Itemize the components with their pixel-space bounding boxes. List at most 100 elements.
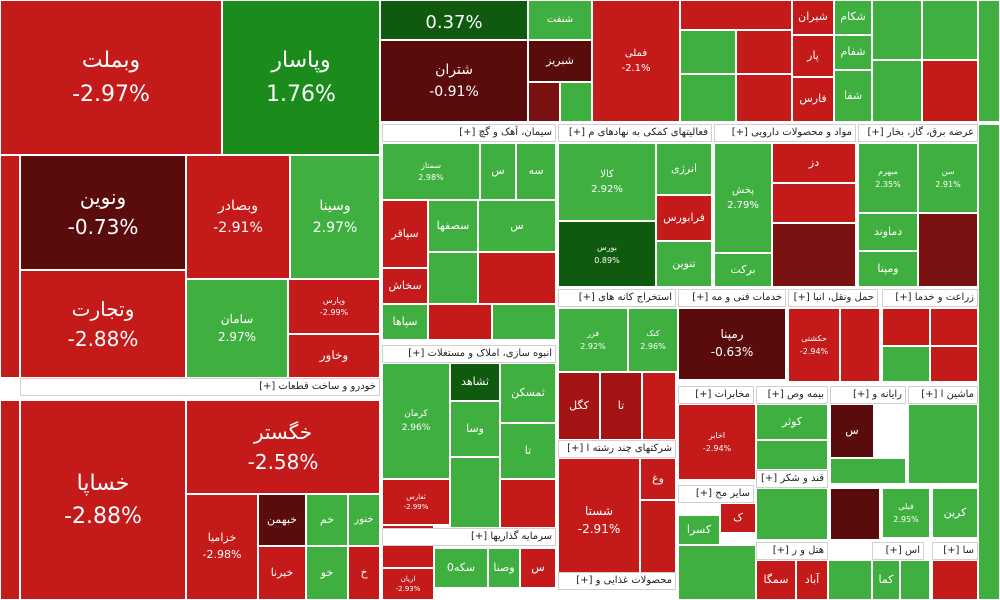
treemap-filler-tile[interactable]: [450, 457, 500, 528]
expand-icon[interactable]: [+]: [760, 473, 781, 484]
treemap-tile[interactable]: کوثر: [756, 404, 828, 440]
treemap-tile[interactable]: دز: [772, 143, 856, 183]
treemap-filler-tile[interactable]: [640, 500, 676, 584]
treemap-tile[interactable]: ومپنا: [858, 251, 918, 287]
treemap-tile[interactable]: س: [830, 404, 874, 458]
treemap-filler-tile[interactable]: [930, 308, 978, 346]
treemap-tile[interactable]: دماوند: [858, 213, 918, 251]
treemap-tile[interactable]: فزر 2.92%: [558, 308, 628, 372]
treemap-filler-tile[interactable]: [680, 74, 736, 122]
expand-icon[interactable]: [+]: [568, 127, 589, 138]
sector-header[interactable]: خودرو و ساخت قطعات [+]: [20, 378, 380, 396]
treemap-filler-tile[interactable]: [908, 404, 978, 484]
treemap-tile[interactable]: شیران: [792, 0, 834, 35]
treemap-filler-tile[interactable]: [772, 223, 856, 287]
sector-header[interactable]: عرضه برق، گاز، بخار [+]: [858, 124, 978, 142]
treemap-tile[interactable]: س: [520, 548, 556, 588]
sector-header[interactable]: بیمه وص [+]: [756, 386, 828, 404]
treemap-tile[interactable]: ک: [720, 503, 756, 533]
sector-header[interactable]: مخابرات [+]: [678, 386, 754, 404]
treemap-tile[interactable]: شفام: [834, 35, 872, 70]
treemap-tile[interactable]: کگل: [558, 372, 600, 440]
treemap-tile[interactable]: فرابورس: [656, 195, 712, 241]
expand-icon[interactable]: [+]: [731, 127, 752, 138]
sector-header[interactable]: سرمایه گذاریها [+]: [382, 528, 556, 546]
treemap-tile[interactable]: کنک 2.96%: [628, 308, 678, 372]
treemap-tile[interactable]: مبهرم 2.35%: [858, 143, 918, 213]
expand-icon[interactable]: [+]: [793, 292, 813, 303]
treemap-tile[interactable]: وپاسار 1.76%: [222, 0, 380, 155]
sector-header[interactable]: سیمان، آهک و گچ [+]: [382, 124, 556, 142]
treemap-filler-tile[interactable]: [872, 60, 922, 122]
treemap-tile[interactable]: وبصادر -2.91%: [186, 155, 290, 279]
treemap-tile[interactable]: وخاور: [288, 334, 380, 378]
treemap-tile[interactable]: ثشاهد: [450, 363, 500, 401]
sector-header[interactable]: استخراج کانه های [+]: [558, 289, 676, 307]
treemap-tile[interactable]: شستا -2.91%: [558, 458, 640, 584]
treemap-tile[interactable]: خبهمن: [258, 494, 306, 546]
treemap-tile[interactable]: س: [480, 143, 516, 200]
treemap-tile[interactable]: فملی -2.1%: [592, 0, 680, 122]
treemap-filler-tile[interactable]: [528, 82, 560, 122]
treemap-tile[interactable]: خم: [306, 494, 348, 546]
treemap-tile[interactable]: فارس: [792, 77, 834, 122]
treemap-filler-tile[interactable]: [428, 252, 478, 304]
treemap-filler-tile[interactable]: [0, 400, 20, 600]
treemap-tile[interactable]: پخش 2.79%: [714, 143, 772, 253]
treemap-tile[interactable]: آباد: [796, 560, 828, 600]
treemap-tile[interactable]: رمپنا -0.63%: [678, 308, 786, 380]
treemap-tile[interactable]: وسینا 2.97%: [290, 155, 380, 279]
treemap-filler-tile[interactable]: [736, 74, 792, 122]
expand-icon[interactable]: [+]: [692, 292, 712, 303]
treemap-tile[interactable]: 0.37%: [380, 0, 528, 40]
expand-icon[interactable]: [+]: [259, 381, 279, 392]
treemap-tile[interactable]: خنور: [348, 494, 380, 546]
treemap-filler-tile[interactable]: [830, 458, 906, 484]
sector-header[interactable]: زراعت و خدما [+]: [882, 289, 978, 307]
treemap-filler-tile[interactable]: [828, 560, 872, 600]
treemap-filler-tile[interactable]: [736, 30, 792, 74]
treemap-tile[interactable]: کالا 2.92%: [558, 143, 656, 221]
treemap-filler-tile[interactable]: [978, 124, 1000, 600]
treemap-filler-tile[interactable]: [932, 560, 978, 600]
treemap-tile[interactable]: سمتاز 2.98%: [382, 143, 480, 200]
treemap-tile[interactable]: وپارس -2.99%: [288, 279, 380, 334]
treemap-tile[interactable]: وتجارت -2.88%: [20, 270, 186, 378]
treemap-tile[interactable]: سپاها: [382, 304, 428, 340]
treemap-tile[interactable]: برکت: [714, 253, 772, 287]
sector-header[interactable]: ماشین ا [+]: [908, 386, 978, 404]
sector-header[interactable]: سایر مح [+]: [678, 485, 754, 503]
sector-header[interactable]: محصولات غذایی و [+]: [558, 572, 676, 590]
treemap-filler-tile[interactable]: [830, 488, 880, 540]
treemap-tile[interactable]: خگستر -2.58%: [186, 400, 380, 494]
treemap-tile[interactable]: خ: [348, 546, 380, 600]
expand-icon[interactable]: [+]: [885, 545, 905, 556]
treemap-filler-tile[interactable]: [882, 308, 930, 346]
sector-header[interactable]: هتل و ر [+]: [756, 542, 828, 560]
treemap-tile[interactable]: سامان 2.97%: [186, 279, 288, 378]
expand-icon[interactable]: [+]: [695, 488, 716, 499]
expand-icon[interactable]: [+]: [459, 127, 479, 138]
treemap-filler-tile[interactable]: [978, 0, 1000, 122]
treemap-tile[interactable]: شکام: [834, 0, 872, 35]
treemap-tile[interactable]: کما: [872, 560, 900, 600]
sector-header[interactable]: اس [+]: [872, 542, 924, 560]
treemap-filler-tile[interactable]: [680, 0, 792, 30]
sector-header[interactable]: خدمات فنی و مه [+]: [678, 289, 786, 307]
treemap-tile[interactable]: تنوین: [656, 241, 712, 287]
treemap-tile[interactable]: کرمان 2.96%: [382, 363, 450, 479]
treemap-filler-tile[interactable]: [900, 560, 930, 600]
treemap-tile[interactable]: اخابر -2.94%: [678, 404, 756, 480]
treemap-filler-tile[interactable]: [642, 372, 676, 440]
expand-icon[interactable]: [+]: [470, 531, 491, 542]
sector-header[interactable]: قند و شکر [+]: [756, 470, 828, 488]
treemap-tile[interactable]: سخاش: [382, 268, 428, 304]
treemap-tile[interactable]: شتران -0.91%: [380, 40, 528, 122]
expand-icon[interactable]: [+]: [943, 545, 963, 556]
treemap-tile[interactable]: وغ: [640, 458, 676, 500]
treemap-tile[interactable]: خیرنا: [258, 546, 306, 600]
treemap-tile[interactable]: اریان -2.93%: [382, 568, 434, 600]
treemap-filler-tile[interactable]: [772, 183, 856, 223]
treemap-filler-tile[interactable]: [922, 60, 978, 122]
treemap-filler-tile[interactable]: [882, 346, 930, 382]
